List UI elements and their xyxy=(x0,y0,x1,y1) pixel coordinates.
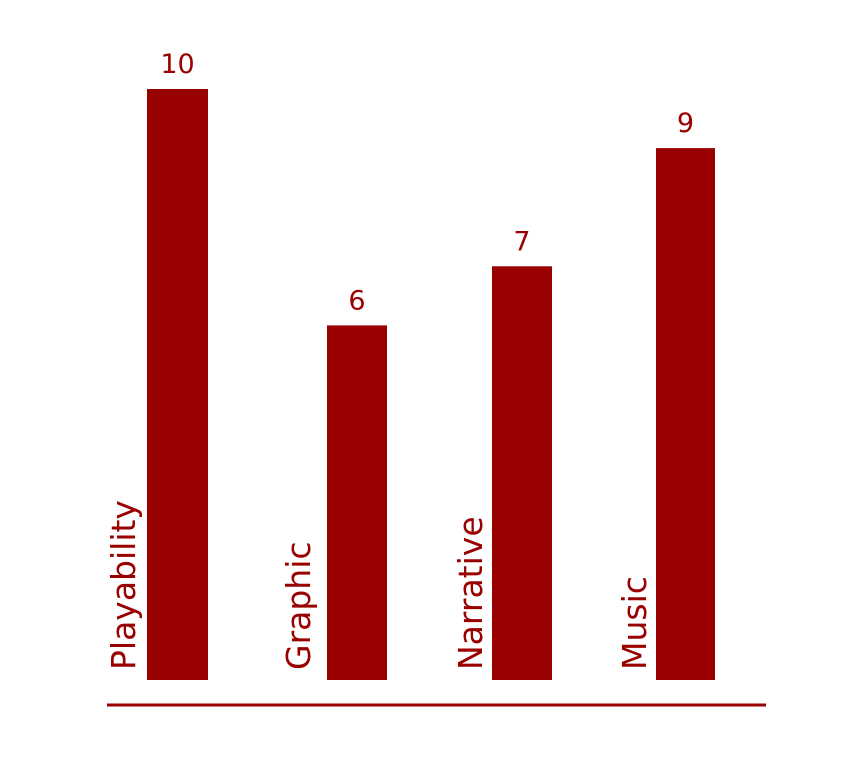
bar-music xyxy=(656,148,715,681)
bar-graphic xyxy=(327,325,387,680)
value-label-playability: 10 xyxy=(160,49,194,80)
category-label-narrative: Narrative xyxy=(451,516,490,670)
value-label-narrative: 7 xyxy=(513,226,530,257)
category-label-graphic: Graphic xyxy=(279,541,318,670)
value-label-graphic: 6 xyxy=(348,285,365,316)
bar-narrative xyxy=(492,266,552,680)
category-label-playability: Playability xyxy=(104,500,143,670)
bars-group xyxy=(147,89,715,681)
labels-group: 10 Playability 6 Graphic 7 Narrative 9 Music xyxy=(104,49,694,670)
category-label-music: Music xyxy=(615,576,654,670)
value-label-music: 9 xyxy=(677,108,694,139)
bar-playability xyxy=(147,89,208,680)
